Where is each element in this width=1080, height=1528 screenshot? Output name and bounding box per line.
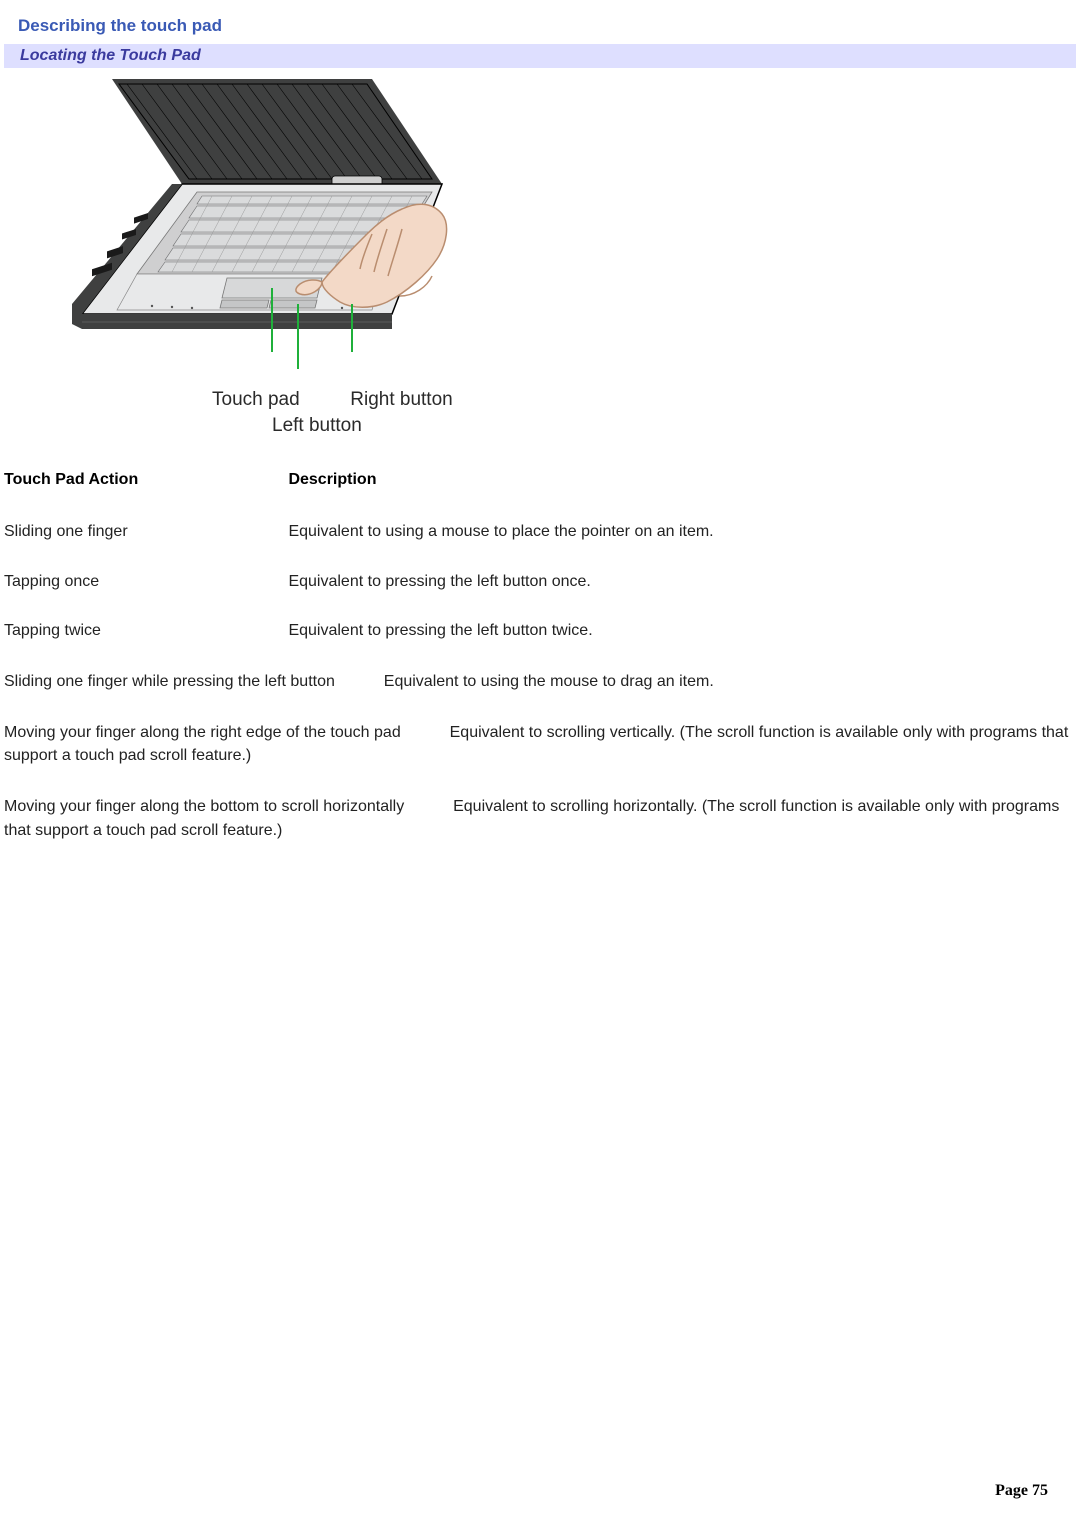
cell-action: Moving your finger along the right edge … [4, 724, 401, 741]
cell-desc: Equivalent to pressing the left button t… [288, 622, 592, 639]
cell-action: Sliding one finger [4, 521, 284, 543]
cell-action: Tapping twice [4, 620, 284, 642]
table-header-row: Touch Pad Action Description [4, 467, 1076, 493]
page-title: Describing the touch pad [4, 10, 1076, 44]
cell-action: Moving your finger along the bottom to s… [4, 798, 404, 815]
label-left-button: Left button [272, 415, 362, 436]
table-row: Sliding one finger Equivalent to using a… [4, 521, 1076, 543]
cell-desc: Equivalent to using the mouse to drag an… [384, 673, 714, 690]
table-row: Tapping twice Equivalent to pressing the… [4, 620, 1076, 642]
col-header-action: Touch Pad Action [4, 471, 284, 489]
col-header-desc: Description [288, 471, 376, 489]
cell-desc: Equivalent to using a mouse to place the… [288, 523, 713, 540]
table-row: Moving your finger along the right edge … [4, 721, 1076, 767]
laptop-illustration [22, 74, 582, 384]
table-row: Sliding one finger while pressing the le… [4, 670, 1076, 693]
label-right-button: Right button [350, 389, 452, 410]
cell-action: Tapping once [4, 571, 284, 593]
label-touchpad: Touch pad [212, 389, 300, 410]
cell-action: Sliding one finger while pressing the le… [4, 673, 335, 690]
table-row: Tapping once Equivalent to pressing the … [4, 571, 1076, 593]
table-row: Moving your finger along the bottom to s… [4, 795, 1076, 841]
page-number: Page 75 [4, 1482, 1076, 1500]
touchpad-figure: Touch pad Right button Left button [4, 68, 1076, 467]
cell-desc: Equivalent to pressing the left button o… [288, 573, 590, 590]
section-subhead: Locating the Touch Pad [4, 44, 1076, 68]
